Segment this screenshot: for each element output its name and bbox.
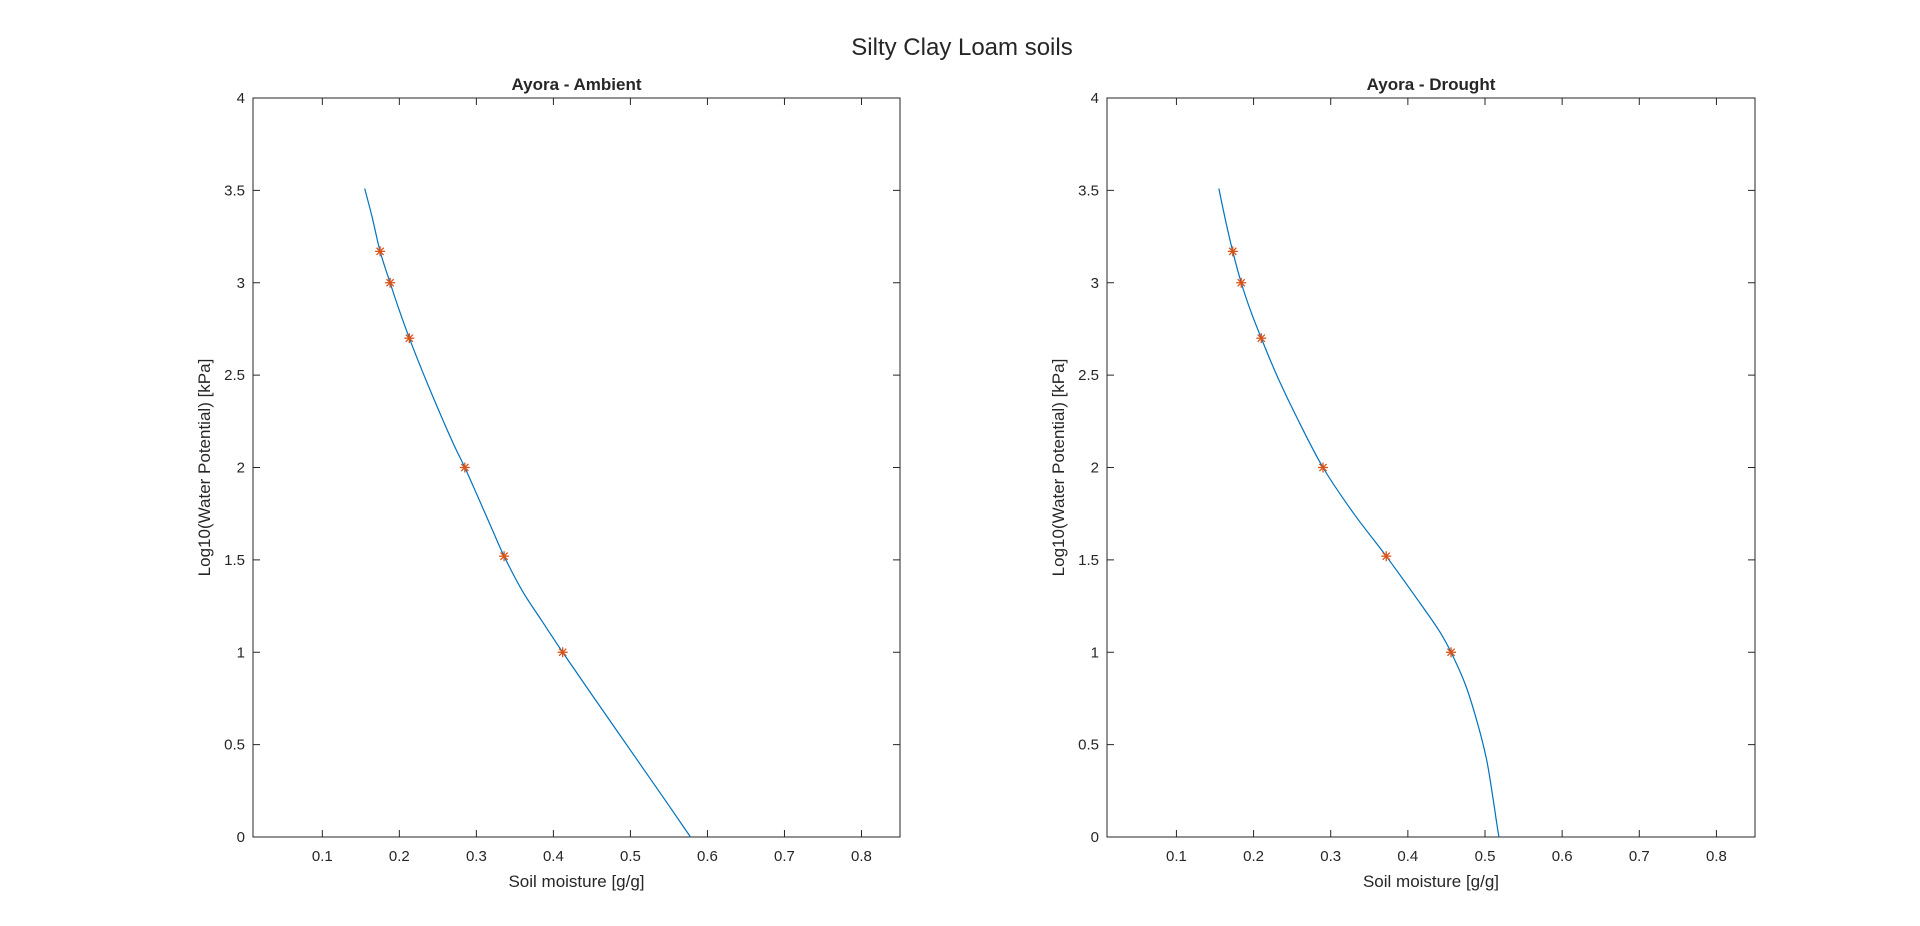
- data-point-marker: [1236, 277, 1247, 288]
- y-tick-label: 1.5: [224, 552, 245, 569]
- marker-stroke: [1382, 552, 1391, 561]
- data-point-marker: [459, 462, 470, 473]
- x-tick-label: 0.8: [851, 848, 872, 865]
- y-tick-label: 2: [237, 460, 245, 477]
- subplot-2: Ayora - Drought 0.1 0.2 0.3 0.4 0.5 0.6 0.7 0.8 0…: [1049, 75, 1756, 891]
- data-point-marker: [1318, 462, 1328, 473]
- fitted-curve: [1218, 188, 1500, 838]
- marker-stroke: [558, 648, 567, 657]
- y-tick-label: 1: [1091, 644, 1099, 661]
- y-tick-label: 3.5: [224, 182, 245, 199]
- subplots: Ayora - Ambient 0.1 0.2 0.3 0.4 0.5 0.6 0.7 0.8 0…: [195, 75, 1756, 891]
- axes-box: [252, 97, 901, 838]
- x-tick-label: 0.1: [1166, 848, 1187, 865]
- marker-stroke: [1257, 334, 1266, 343]
- x-tick-label: 0.4: [1397, 848, 1418, 865]
- marker-stroke: [1318, 463, 1328, 472]
- marker-stroke: [1446, 648, 1456, 657]
- axes-title: Ayora - Drought: [1367, 75, 1496, 94]
- x-tick-label: 0.2: [1243, 848, 1264, 865]
- x-tick-label: 0.5: [620, 848, 641, 865]
- x-axis-label: Soil moisture [g/g]: [508, 872, 644, 891]
- x-tick-label: 0.5: [1475, 848, 1496, 865]
- y-tick-label: 0: [237, 829, 245, 846]
- marker-stroke: [386, 278, 395, 287]
- y-tick-label: 4: [237, 90, 245, 107]
- x-tick-label: 0.6: [697, 848, 718, 865]
- subplot-1: Ayora - Ambient 0.1 0.2 0.3 0.4 0.5 0.6 0.7 0.8 0…: [195, 75, 901, 891]
- x-tick-label: 0.4: [543, 848, 564, 865]
- marker-stroke: [460, 463, 469, 472]
- y-tick-label: 1: [237, 644, 245, 661]
- x-tick-label: 0.1: [312, 848, 333, 865]
- data-point-marker: [557, 647, 568, 658]
- data-point-marker: [1227, 246, 1238, 257]
- y-tick-label: 0: [1091, 829, 1099, 846]
- data-point-marker: [1256, 333, 1267, 344]
- axes-box: [1106, 97, 1756, 838]
- y-axis-label: Log10(Water Potential) [kPa]: [195, 359, 214, 577]
- marker-stroke: [405, 334, 414, 343]
- marker-stroke: [1228, 247, 1237, 256]
- y-tick-label: 3: [1091, 275, 1099, 292]
- data-point-marker: [1381, 551, 1392, 562]
- data-point-marker: [375, 246, 386, 257]
- marker-stroke: [376, 247, 385, 256]
- marker-stroke: [1237, 278, 1246, 287]
- x-tick-label: 0.3: [1320, 848, 1341, 865]
- figure-title: Silty Clay Loam soils: [851, 34, 1072, 61]
- x-tick-label: 0.7: [1629, 848, 1650, 865]
- marker-stroke: [500, 552, 509, 561]
- y-tick-label: 2.5: [224, 367, 245, 384]
- y-tick-label: 4: [1091, 90, 1099, 107]
- y-axis-label: Log10(Water Potential) [kPa]: [1049, 359, 1068, 577]
- x-tick-label: 0.8: [1706, 848, 1727, 865]
- x-axis-label: Soil moisture [g/g]: [1363, 872, 1499, 891]
- x-tick-label: 0.6: [1552, 848, 1573, 865]
- y-tick-label: 2.5: [1078, 367, 1099, 384]
- y-tick-label: 3.5: [1078, 182, 1099, 199]
- fitted-curve: [364, 188, 691, 838]
- x-tick-label: 0.2: [389, 848, 410, 865]
- data-point-marker: [1446, 647, 1457, 658]
- x-tick-label: 0.3: [466, 848, 487, 865]
- data-point-marker: [385, 277, 396, 288]
- x-tick-label: 0.7: [774, 848, 795, 865]
- y-tick-label: 2: [1091, 460, 1099, 477]
- data-point-marker: [404, 333, 415, 344]
- y-tick-label: 1.5: [1078, 552, 1099, 569]
- axes-title: Ayora - Ambient: [511, 75, 641, 94]
- y-tick-label: 0.5: [224, 737, 245, 754]
- y-tick-label: 3: [237, 275, 245, 292]
- data-point-marker: [499, 551, 510, 562]
- y-tick-label: 0.5: [1078, 737, 1099, 754]
